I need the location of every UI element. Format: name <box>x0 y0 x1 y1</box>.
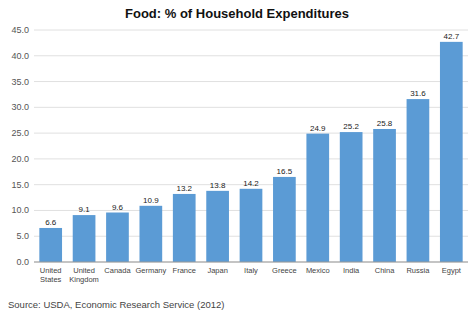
x-tick-label: Japan <box>207 266 227 275</box>
x-tick-label: France <box>173 266 196 275</box>
x-axis: UnitedStates UnitedKingdom Canada Germany Fr… <box>40 266 462 284</box>
data-label: 14.2 <box>243 179 259 188</box>
x-tick-label: UnitedKingdom <box>69 266 99 284</box>
grid-line <box>34 81 468 82</box>
chart: Food: % of Household Expenditures 0.0 5.0 1… <box>0 0 474 316</box>
x-axis-line <box>34 262 468 263</box>
data-label: 6.6 <box>45 218 57 227</box>
x-tick-label: Italy <box>244 266 258 275</box>
data-label: 31.6 <box>410 89 426 98</box>
data-label: 13.2 <box>176 184 192 193</box>
bar <box>73 215 96 262</box>
data-label: 42.7 <box>444 32 460 41</box>
data-label: 16.5 <box>277 167 293 176</box>
x-tick-label: Germany <box>135 266 166 275</box>
grid-line <box>34 158 468 159</box>
bar <box>273 177 296 262</box>
bar <box>139 206 162 262</box>
grid-line <box>34 107 468 108</box>
x-tick-label: UnitedStates <box>40 266 62 284</box>
grid-line <box>34 262 468 263</box>
data-label: 9.6 <box>112 203 124 212</box>
bars <box>39 42 462 262</box>
bar <box>206 191 229 262</box>
y-tick-label: 35.0 <box>11 77 29 87</box>
y-tick-label: 30.0 <box>11 102 29 112</box>
y-tick-label: 20.0 <box>11 154 29 164</box>
data-label: 25.2 <box>343 122 359 131</box>
y-tick-label: 45.0 <box>11 25 29 35</box>
x-tick-label: India <box>343 266 360 275</box>
bar <box>106 213 129 262</box>
x-tick-label: Russia <box>406 266 430 275</box>
bar <box>306 134 329 262</box>
y-tick-label: 5.0 <box>16 231 29 241</box>
data-label: 13.8 <box>210 181 226 190</box>
grid-line <box>34 55 468 56</box>
y-tick-label: 25.0 <box>11 128 29 138</box>
x-tick-label: Egypt <box>442 266 462 275</box>
bar <box>407 99 430 262</box>
data-label: 24.9 <box>310 124 326 133</box>
y-tick-label: 15.0 <box>11 180 29 190</box>
y-tick-label: 0.0 <box>16 257 29 267</box>
bar <box>240 189 263 262</box>
bar <box>173 194 196 262</box>
x-tick-label: China <box>375 266 395 275</box>
bar <box>340 132 363 262</box>
x-tick-label: Mexico <box>306 266 330 275</box>
y-tick-label: 10.0 <box>11 205 29 215</box>
bar <box>39 228 62 262</box>
grid-line <box>34 30 468 31</box>
data-label: 9.1 <box>79 205 91 214</box>
title: Food: % of Household Expenditures <box>125 6 349 21</box>
data-labels: 6.6 9.1 9.6 10.9 13.2 13.8 14.2 16.5 24.9 25.2 25.… <box>45 32 460 227</box>
data-label: 10.9 <box>143 196 159 205</box>
x-tick-label: Greece <box>272 266 297 275</box>
data-label: 25.8 <box>377 119 393 128</box>
bar <box>440 42 463 262</box>
source: Source: USDA, Economic Research Service … <box>8 299 224 310</box>
bar <box>373 129 396 262</box>
x-tick-label: Canada <box>104 266 131 275</box>
y-tick-label: 40.0 <box>11 51 29 61</box>
y-axis: 0.0 5.0 10.0 15.0 20.0 25.0 30.0 35.0 40.0 45.0 <box>11 25 468 267</box>
grid-line <box>34 133 468 134</box>
